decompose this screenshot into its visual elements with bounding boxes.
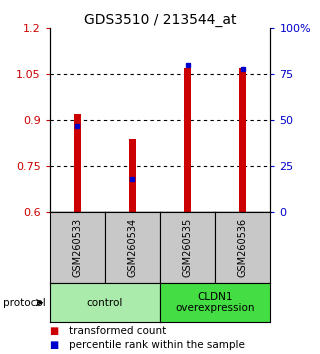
Text: protocol: protocol [3,298,46,308]
Text: ■: ■ [50,326,59,336]
Text: CLDN1
overexpression: CLDN1 overexpression [175,292,255,314]
Text: control: control [87,298,123,308]
Text: transformed count: transformed count [69,326,166,336]
Text: percentile rank within the sample: percentile rank within the sample [69,340,245,350]
Title: GDS3510 / 213544_at: GDS3510 / 213544_at [84,13,236,27]
Text: ■: ■ [50,340,59,350]
Bar [129,139,136,212]
Text: GSM260535: GSM260535 [183,218,193,278]
Text: GSM260534: GSM260534 [127,218,137,278]
Text: GSM260536: GSM260536 [238,218,248,278]
Bar [184,68,191,212]
Bar [74,114,81,212]
Bar [239,68,246,212]
Text: GSM260533: GSM260533 [72,218,82,278]
